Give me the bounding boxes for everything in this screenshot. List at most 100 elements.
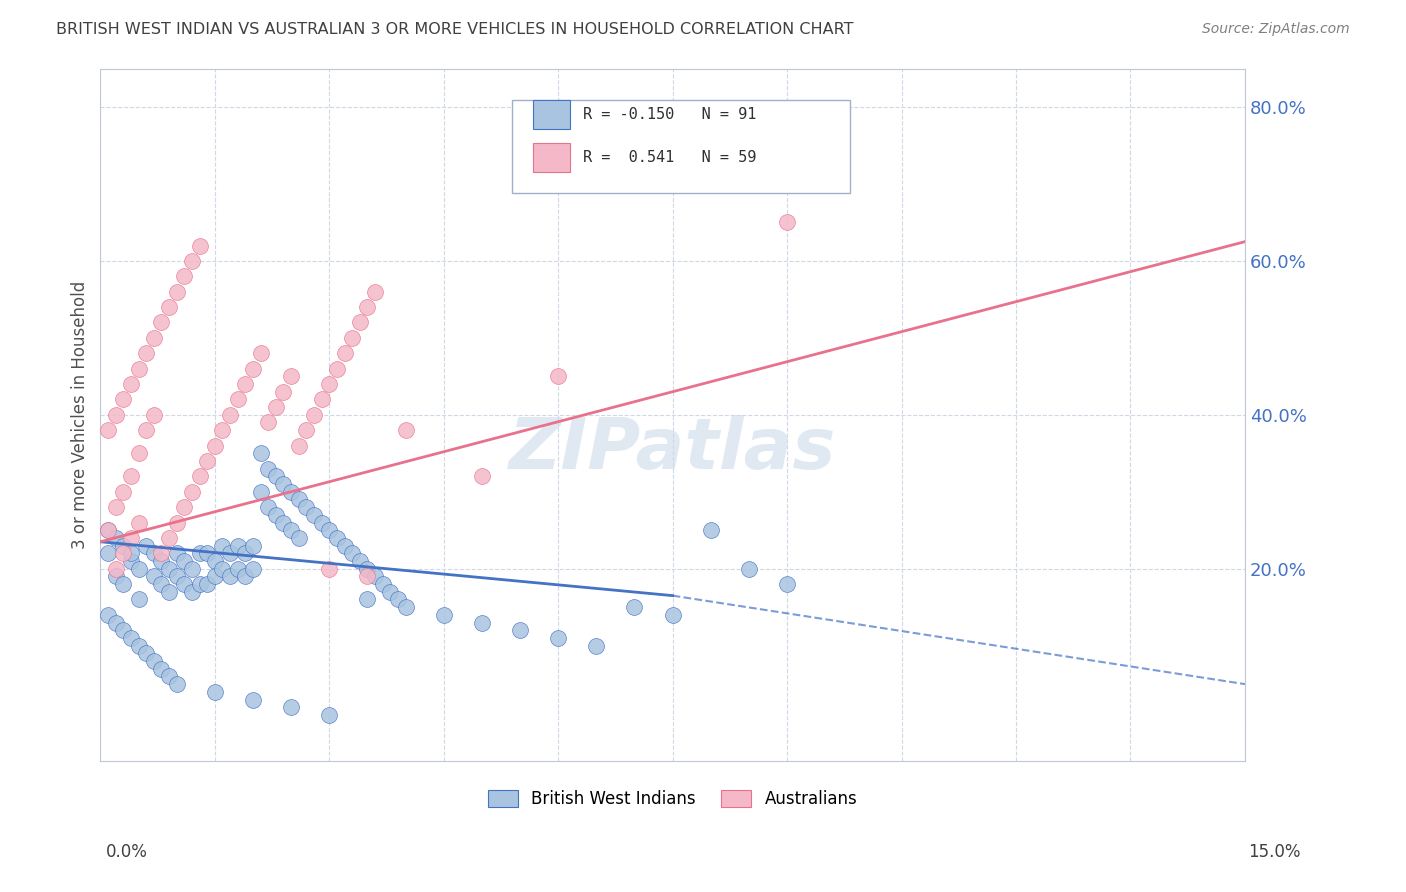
- Point: [112, 624, 135, 638]
- Y-axis label: 3 or more Vehicles in Household: 3 or more Vehicles in Household: [72, 281, 89, 549]
- Point: [195, 577, 218, 591]
- Point: [273, 516, 295, 530]
- Point: [356, 569, 378, 583]
- Point: [311, 516, 333, 530]
- Point: [188, 469, 211, 483]
- Point: [318, 377, 340, 392]
- Point: [326, 361, 349, 376]
- Point: [120, 554, 142, 568]
- Point: [364, 569, 387, 583]
- Point: [356, 562, 378, 576]
- Point: [302, 508, 325, 522]
- Point: [157, 531, 180, 545]
- Point: [226, 539, 249, 553]
- Point: [157, 584, 180, 599]
- Point: [120, 546, 142, 560]
- Point: [150, 546, 173, 560]
- Point: [623, 600, 645, 615]
- Point: [180, 484, 202, 499]
- Point: [700, 523, 723, 537]
- Point: [219, 546, 242, 560]
- Point: [273, 384, 295, 399]
- Point: [318, 707, 340, 722]
- Point: [280, 523, 302, 537]
- Text: 15.0%: 15.0%: [1249, 843, 1301, 861]
- Point: [349, 315, 371, 329]
- Point: [135, 646, 157, 660]
- Point: [249, 484, 271, 499]
- Point: [273, 477, 295, 491]
- Point: [173, 554, 195, 568]
- Point: [104, 500, 127, 515]
- Point: [150, 315, 173, 329]
- Point: [112, 392, 135, 407]
- Point: [547, 369, 569, 384]
- Point: [242, 692, 264, 706]
- Point: [173, 269, 195, 284]
- Point: [333, 539, 356, 553]
- Point: [142, 408, 165, 422]
- Point: [120, 631, 142, 645]
- Point: [318, 562, 340, 576]
- Text: R = -0.150   N = 91: R = -0.150 N = 91: [583, 107, 756, 121]
- Point: [204, 685, 226, 699]
- Point: [233, 569, 256, 583]
- Point: [340, 331, 363, 345]
- Point: [150, 554, 173, 568]
- Point: [211, 539, 233, 553]
- Point: [433, 607, 456, 622]
- Point: [104, 569, 127, 583]
- Point: [188, 546, 211, 560]
- Point: [219, 408, 242, 422]
- Point: [280, 369, 302, 384]
- Point: [264, 469, 287, 483]
- Point: [97, 607, 120, 622]
- FancyBboxPatch shape: [533, 100, 569, 128]
- Point: [142, 331, 165, 345]
- Point: [157, 300, 180, 314]
- Point: [249, 446, 271, 460]
- Point: [104, 562, 127, 576]
- Point: [661, 607, 683, 622]
- Point: [287, 439, 309, 453]
- Point: [776, 215, 799, 229]
- Point: [738, 562, 761, 576]
- Point: [166, 677, 188, 691]
- Point: [280, 484, 302, 499]
- Point: [166, 569, 188, 583]
- FancyBboxPatch shape: [533, 144, 569, 172]
- Point: [776, 577, 799, 591]
- Point: [394, 423, 416, 437]
- Point: [340, 546, 363, 560]
- Text: 0.0%: 0.0%: [105, 843, 148, 861]
- Point: [380, 584, 402, 599]
- Point: [394, 600, 416, 615]
- Text: ZIPatlas: ZIPatlas: [509, 415, 837, 484]
- Point: [112, 546, 135, 560]
- Point: [264, 400, 287, 414]
- Point: [295, 500, 318, 515]
- Point: [128, 592, 150, 607]
- FancyBboxPatch shape: [512, 100, 851, 194]
- Point: [120, 377, 142, 392]
- Point: [150, 577, 173, 591]
- Point: [112, 484, 135, 499]
- Point: [97, 546, 120, 560]
- Point: [585, 639, 607, 653]
- Point: [157, 562, 180, 576]
- Point: [471, 469, 494, 483]
- Point: [135, 539, 157, 553]
- Point: [257, 500, 280, 515]
- Point: [104, 408, 127, 422]
- Point: [112, 577, 135, 591]
- Point: [188, 577, 211, 591]
- Point: [128, 361, 150, 376]
- Point: [302, 408, 325, 422]
- Text: BRITISH WEST INDIAN VS AUSTRALIAN 3 OR MORE VEHICLES IN HOUSEHOLD CORRELATION CH: BRITISH WEST INDIAN VS AUSTRALIAN 3 OR M…: [56, 22, 853, 37]
- Point: [173, 500, 195, 515]
- Point: [135, 346, 157, 360]
- Point: [211, 423, 233, 437]
- Point: [295, 423, 318, 437]
- Point: [180, 584, 202, 599]
- Point: [128, 639, 150, 653]
